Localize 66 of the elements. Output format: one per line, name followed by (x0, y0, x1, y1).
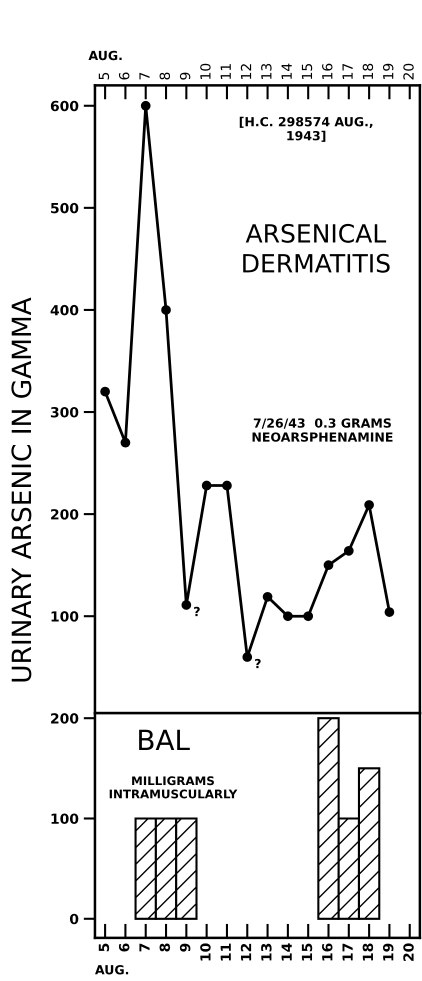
point (120, 438, 130, 448)
x-tick-label: 20 (403, 943, 414, 961)
x-tick-label: 7 (139, 944, 150, 952)
x-tick-label: 20 (403, 64, 414, 80)
point (384, 607, 394, 617)
x-tick-label: 18 (362, 64, 374, 79)
point (242, 652, 252, 662)
chart-title: BAL (139, 730, 190, 750)
point (262, 592, 272, 602)
y-tick-label: 400 (50, 304, 78, 316)
y-tick-label: 100 (52, 813, 78, 824)
x-tick-label: 14 (282, 64, 292, 79)
annotation: ? (194, 606, 200, 616)
x-tick-label: 5 (98, 944, 110, 952)
point (324, 560, 334, 570)
x-tick-label: 18 (362, 944, 374, 960)
annotation: 7/26/43 0.3 GRAMS NEOARSPHENAMINE (252, 418, 392, 442)
text: MILLIGRAMS INTRAMUSCULARLY (110, 776, 238, 798)
x-tick-label: 17 (342, 64, 353, 79)
x-tick-label: 13 (261, 944, 272, 960)
x-tick-label: 9 (180, 72, 190, 80)
x-tick-label: 12 (240, 64, 252, 79)
x-tick-label: 14 (282, 943, 292, 960)
point (202, 480, 212, 490)
point (364, 500, 374, 510)
x-tick-label: 9 (180, 944, 190, 952)
x-tick-label: 17 (342, 944, 353, 960)
point (161, 305, 171, 315)
point (181, 600, 192, 610)
x-tick-label: 15 (302, 944, 312, 960)
point (344, 546, 354, 556)
x-tick-label: 11 (220, 64, 231, 79)
y-tick-label: 0 (70, 914, 78, 924)
x-tick-label: 10 (200, 943, 211, 960)
x-tick-label: 6 (118, 943, 130, 952)
y-tick-label: 100 (52, 611, 78, 622)
x-tick-label: 8 (160, 944, 170, 952)
x-tick-label: 13 (261, 64, 272, 79)
x-tick-label: 15 (302, 64, 312, 79)
point (100, 386, 110, 396)
y-tick-label: 600 (50, 100, 78, 112)
x-tick-label: 6 (118, 72, 130, 80)
x-tick-label: 19 (382, 944, 394, 960)
text: ARSENICAL DERMATITIS (243, 224, 390, 273)
y-tick-label: 500 (51, 202, 78, 214)
x-tick-label: 11 (220, 944, 231, 960)
x-axis-title: AUG. (95, 965, 128, 974)
x-tick-label: 12 (240, 944, 252, 960)
x-axis-title: AUG. (88, 50, 122, 60)
x-tick-label: 8 (160, 72, 170, 80)
x-tick-label: 7 (139, 72, 150, 80)
x-tick-label: 19 (382, 64, 394, 79)
x-tick-label: 5 (98, 72, 110, 80)
point (283, 611, 293, 622)
x-tick-label: 16 (322, 64, 333, 79)
x-tick-label: 16 (322, 943, 333, 960)
point (222, 480, 232, 490)
annotation: ? (255, 658, 261, 668)
point (303, 611, 314, 622)
annotation: [H.C. 298574 AUG., 1943] (240, 116, 372, 142)
y-tick-label: 200 (51, 509, 78, 520)
x-tick-label: 10 (200, 64, 211, 79)
y-tick-label: 300 (50, 406, 78, 418)
point (140, 100, 151, 111)
y-axis-title: URINARY ARSENIC IN GAMMA (11, 297, 32, 682)
y-tick-label: 200 (51, 713, 78, 724)
